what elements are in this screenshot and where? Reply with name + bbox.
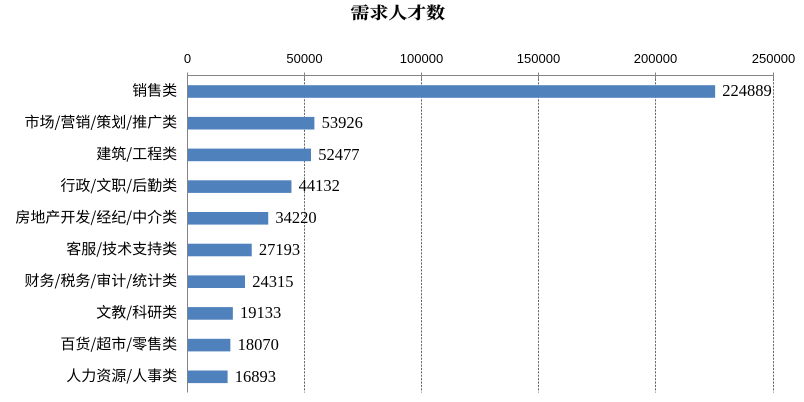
svg-text:100000: 100000 <box>400 51 443 66</box>
svg-text:0: 0 <box>184 51 191 66</box>
svg-text:200000: 200000 <box>634 51 677 66</box>
svg-text:250000: 250000 <box>752 51 795 66</box>
svg-text:150000: 150000 <box>517 51 560 66</box>
svg-text:50000: 50000 <box>286 51 322 66</box>
